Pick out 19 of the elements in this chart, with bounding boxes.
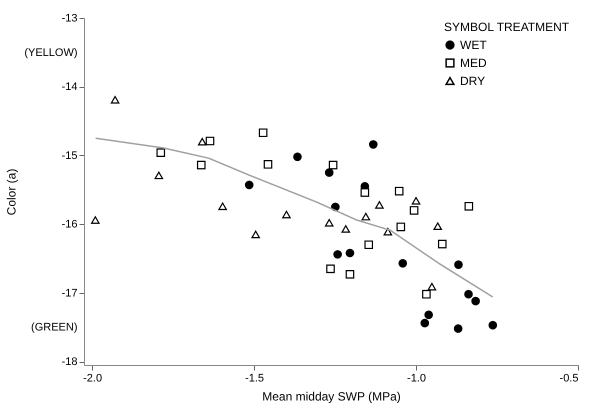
y-tick-label: -17 — [62, 287, 78, 300]
legend-label: MED — [460, 56, 487, 70]
y-tick-label: -18 — [62, 356, 78, 368]
y-tick-label: (GREEN) — [31, 322, 78, 334]
legend-title: SYMBOL TREATMENT — [444, 20, 570, 34]
y-tick-label: -16 — [62, 218, 78, 231]
x-tick-label: -1.0 — [407, 372, 426, 384]
legend-label: WET — [460, 38, 488, 52]
y-tick-label: -15 — [62, 150, 78, 162]
line-series — [94, 138, 494, 298]
y-tick-label: -14 — [62, 81, 78, 94]
x-tick-label: -2.0 — [83, 372, 102, 384]
x-tick-label: -0.5 — [560, 372, 578, 384]
y-tick-label: -13 — [62, 12, 78, 24]
x-tick-label: -1.5 — [245, 372, 264, 384]
legend-label: DRY — [460, 74, 486, 88]
y-tick-label: (YELLOW) — [24, 46, 78, 59]
x-axis-title: Mean midday SWP (MPa) — [262, 390, 401, 404]
y-axis-title: Color (a) — [4, 168, 18, 216]
